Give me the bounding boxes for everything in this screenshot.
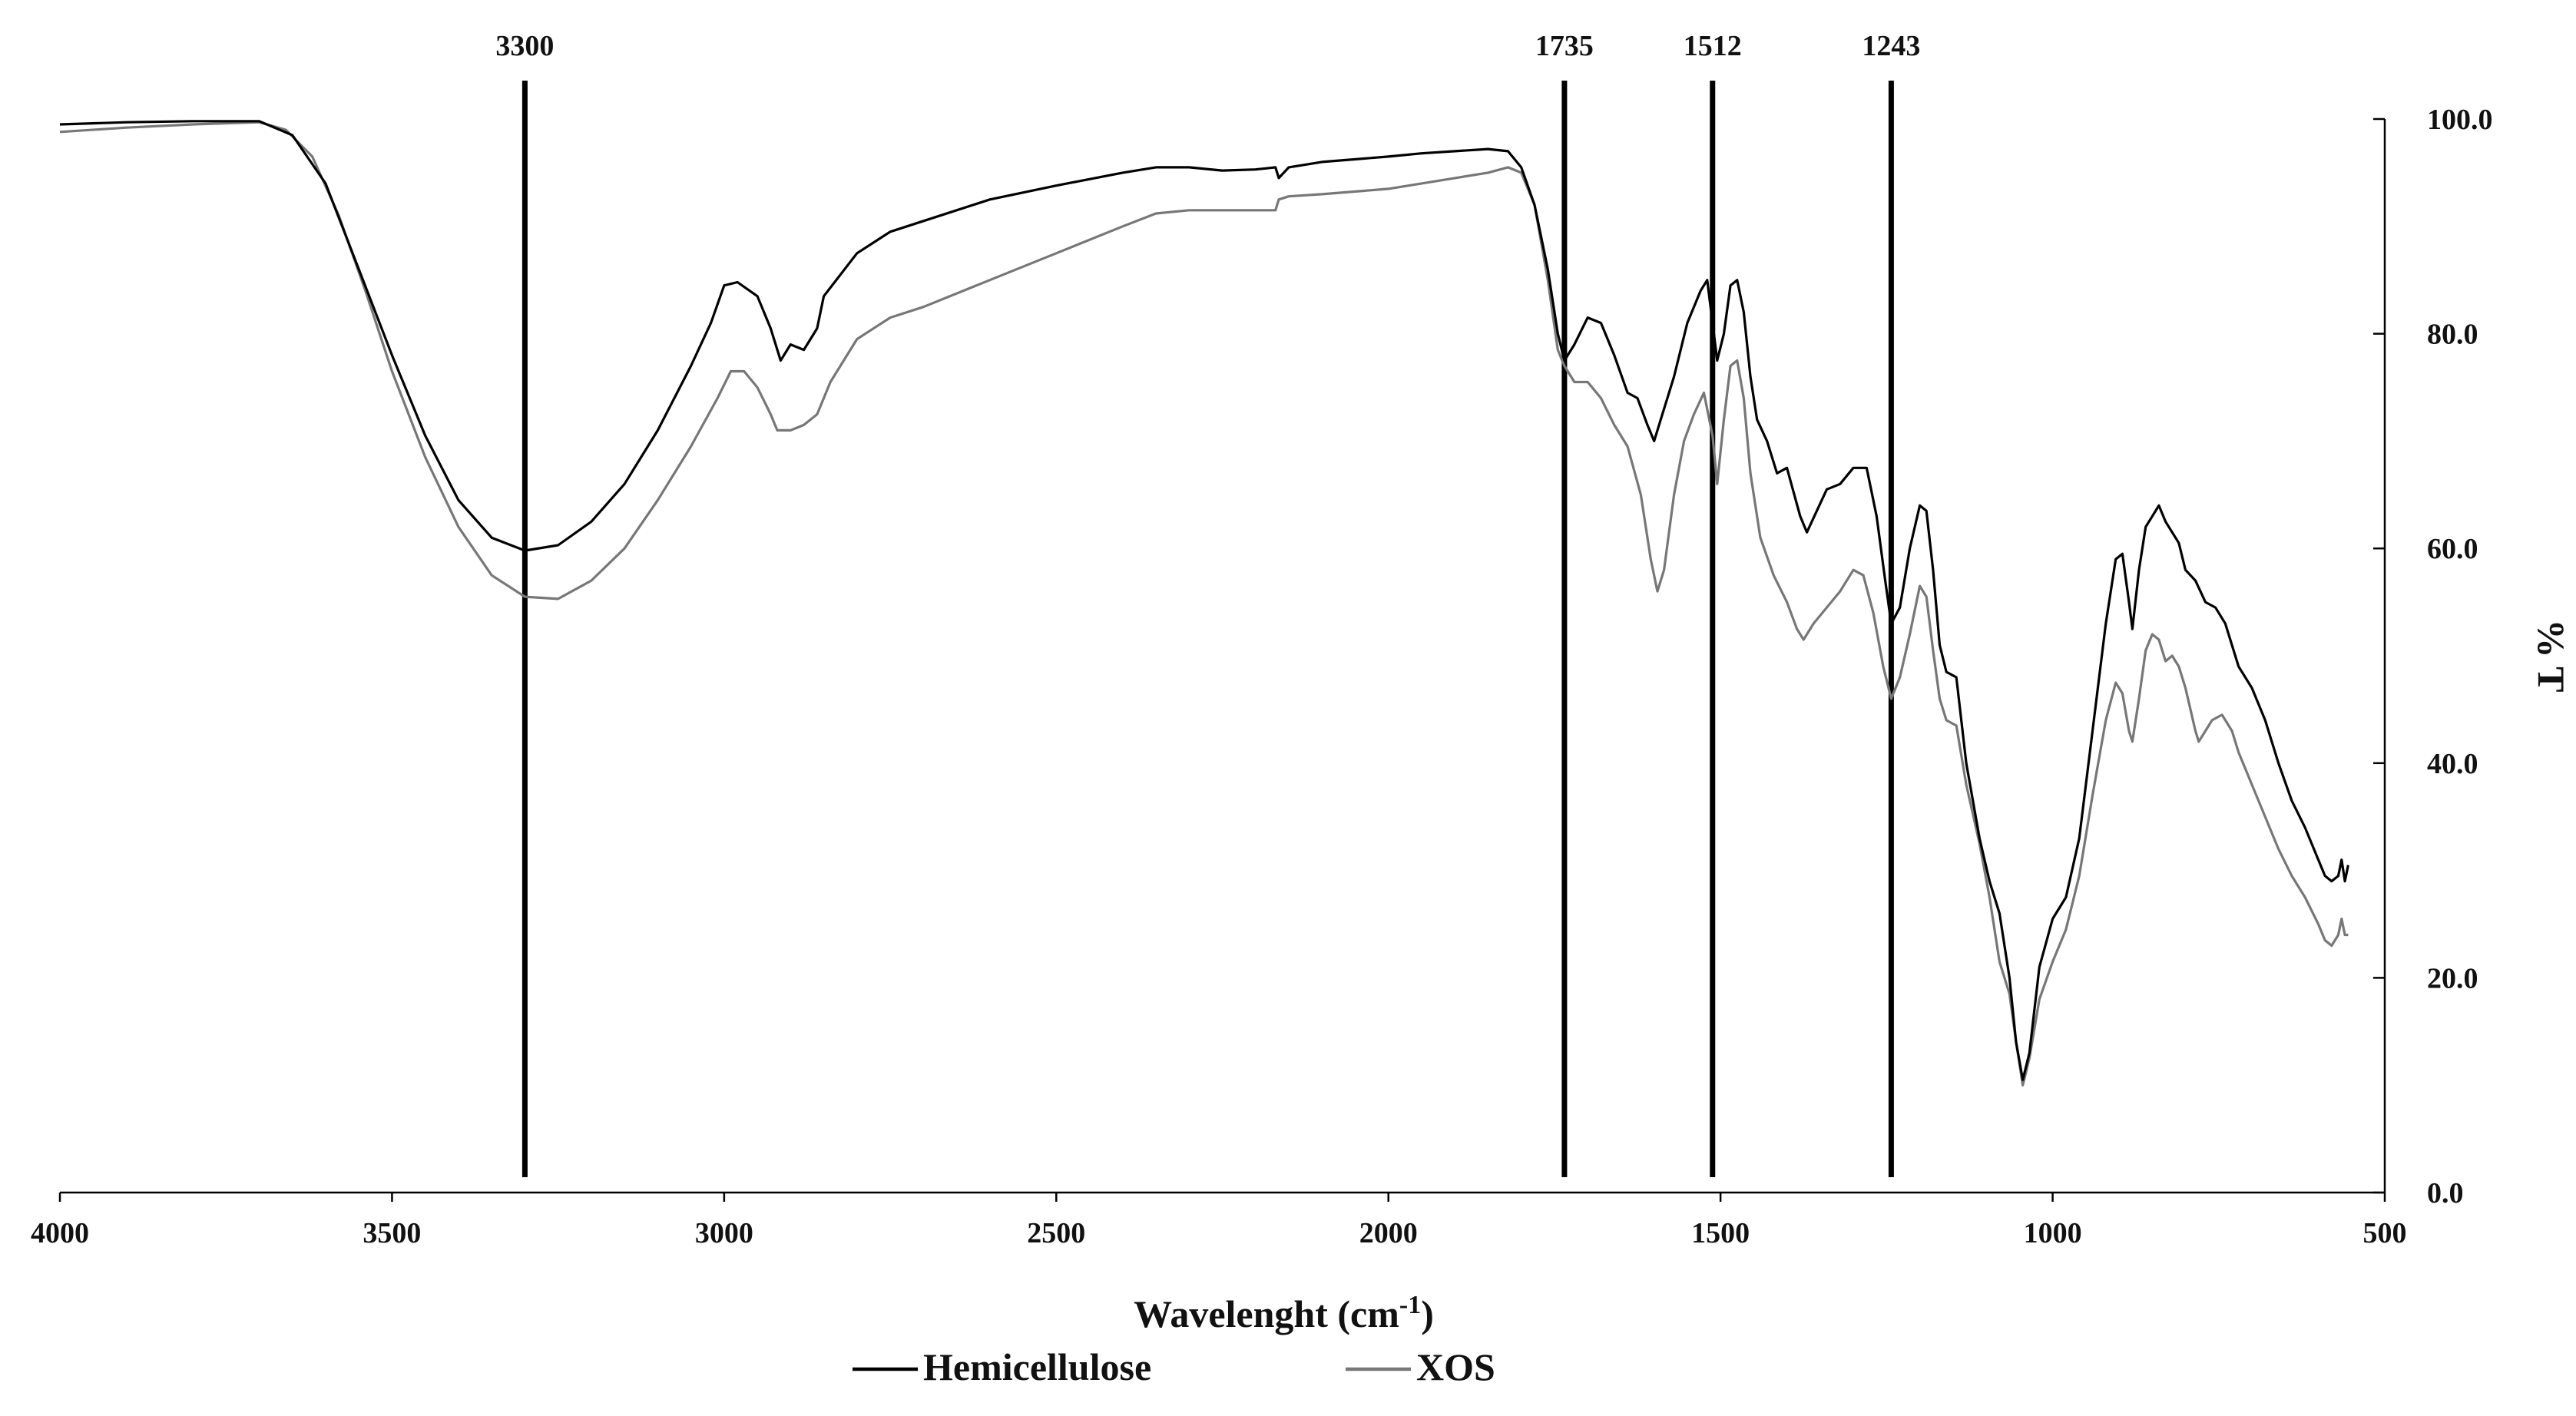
y-axis-ticks: 0.0 20.0 40.0 60.0 80.0 100.0 <box>2373 104 2493 1209</box>
x-axis-title-main: Wavelenght (cm <box>1134 1292 1399 1335</box>
x-axis-ticks: 4000 3500 3000 2500 2000 1500 1000 500 <box>31 1193 2407 1249</box>
x-axis-title: Wavelenght (cm-1) <box>1134 1291 1434 1336</box>
peak-label-1243: 1243 <box>1862 30 1920 62</box>
x-tick-label-3500: 3500 <box>363 1217 421 1249</box>
x-tick-label-3000: 3000 <box>695 1217 753 1249</box>
series-layer <box>59 120 2349 1087</box>
y-tick-label-0: 0.0 <box>2427 1177 2464 1209</box>
x-tick-label-4000: 4000 <box>31 1217 89 1249</box>
y-axis-title: % T <box>2530 620 2573 693</box>
x-axis-title-superscript: -1 <box>1399 1291 1421 1319</box>
peak-label-1735: 1735 <box>1535 30 1594 62</box>
x-tick-label-500: 500 <box>2363 1217 2407 1249</box>
y-tick-label-40: 40.0 <box>2427 748 2478 780</box>
y-tick-label-100: 100.0 <box>2427 104 2493 136</box>
y-tick-label-20: 20.0 <box>2427 962 2478 994</box>
legend: Hemicellulose XOS <box>853 1345 1495 1388</box>
x-tick-label-2500: 2500 <box>1027 1217 1085 1249</box>
x-tick-label-1000: 1000 <box>2024 1217 2082 1249</box>
peak-label-1512: 1512 <box>1684 30 1742 62</box>
legend-label-hemicellulose: Hemicellulose <box>923 1345 1151 1388</box>
x-axis-title-close: ) <box>1421 1292 1434 1335</box>
x-tick-label-1500: 1500 <box>1691 1217 1750 1249</box>
y-tick-label-60: 60.0 <box>2427 533 2478 565</box>
series-line-xos <box>59 121 2349 1087</box>
legend-label-xos: XOS <box>1416 1345 1495 1388</box>
x-tick-label-2000: 2000 <box>1359 1217 1418 1249</box>
reference-lines: 3300 1735 1512 1243 <box>495 30 1920 1177</box>
y-tick-label-80: 80.0 <box>2427 319 2478 351</box>
series-line-hemicellulose <box>59 120 2349 1081</box>
peak-label-3300: 3300 <box>495 30 554 62</box>
axes <box>60 119 2386 1194</box>
